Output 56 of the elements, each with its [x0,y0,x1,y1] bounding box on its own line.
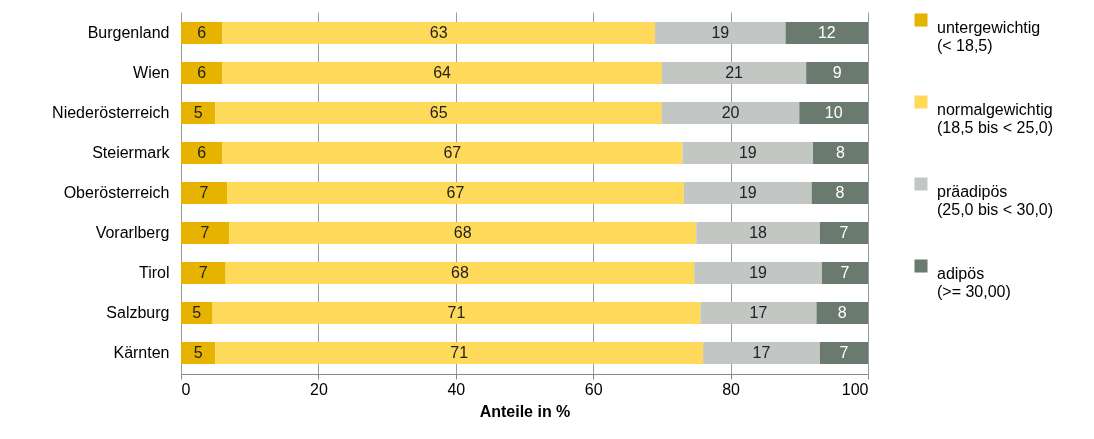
data-label: 67 [446,184,465,201]
data-label: 7 [198,264,208,281]
y-tick-label: Salzburg [106,304,170,321]
data-label: 20 [721,104,740,121]
data-label: 17 [749,304,768,321]
data-label: 8 [835,184,845,201]
data-label: 21 [725,64,744,81]
data-label: 67 [443,144,462,161]
data-label: 9 [832,64,842,81]
data-label: 17 [752,344,771,361]
data-label: 8 [836,144,846,161]
legend-label: adipös (>= 30,00) [937,265,1011,300]
data-label: 7 [199,184,209,201]
x-tick-label: 80 [722,380,741,398]
data-label: 7 [839,344,849,361]
data-label: 6 [197,64,207,81]
y-tick-label: Steiermark [92,144,171,161]
y-tick-label: Niederösterreich [52,104,170,121]
data-label: 6 [197,24,207,41]
data-label: 12 [817,24,836,41]
data-label: 6 [197,144,207,161]
data-label: 7 [840,264,850,281]
x-tick-label: 60 [584,380,603,398]
data-label: 10 [824,104,843,121]
data-label: 8 [837,304,847,321]
data-label: 19 [738,144,757,161]
x-tick-label: 20 [310,380,328,398]
data-label: 7 [200,224,210,241]
data-label: 71 [447,304,466,321]
legend-label: normalgewichtig (18,5 bis < 25,0) [937,101,1054,136]
y-tick-label: Tirol [138,264,170,281]
legend-label: präadipös (25,0 bis < 30,0) [937,183,1054,218]
y-tick-label: Burgenland [87,24,170,41]
x-tick-label: 0 [181,380,191,398]
data-label: 5 [192,304,202,321]
data-label: 19 [711,24,730,41]
data-label: 68 [451,264,469,281]
y-tick-label: Vorarlberg [95,224,170,241]
x-tick-label: 100 [841,380,869,398]
x-tick-label: 40 [447,380,466,398]
y-tick-label: Kärnten [113,344,170,361]
y-tick-label: Oberösterreich [63,184,170,201]
data-label: 19 [749,264,768,281]
data-label: 68 [453,224,472,241]
x-axis-title: Anteile in % [479,402,571,420]
y-tick-label: Wien [133,64,170,81]
legend-label: untergewichtig (< 18,5) [937,19,1041,54]
data-label: 5 [193,344,203,361]
data-label: 65 [429,104,448,121]
data-label: 63 [429,24,448,41]
data-label: 5 [193,104,203,121]
data-label: 64 [433,64,452,81]
data-label: 19 [738,184,757,201]
data-label: 71 [450,344,469,361]
data-label: 18 [749,224,768,241]
data-label: 7 [839,224,849,241]
